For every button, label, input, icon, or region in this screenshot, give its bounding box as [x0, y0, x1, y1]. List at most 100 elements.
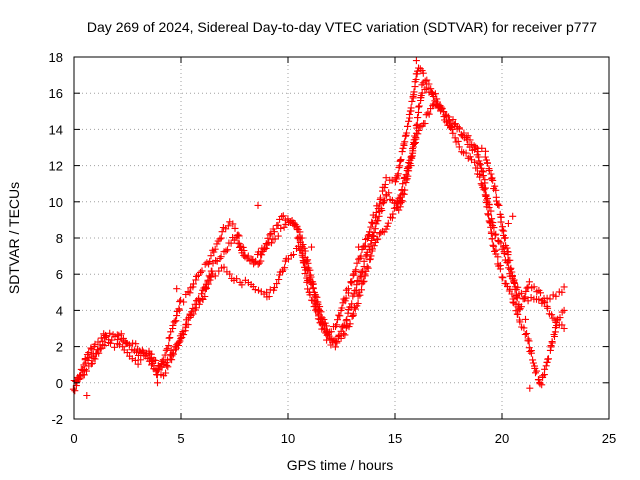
data-point-track-c [494, 200, 502, 208]
data-point-track-b [480, 186, 488, 194]
data-point-track-a [211, 245, 219, 253]
data-point-track-c [80, 371, 88, 379]
data-point-track-a [492, 230, 500, 238]
data-point-track-c [257, 257, 265, 265]
data-point-track-b [521, 331, 529, 338]
data-point-track-b [489, 241, 497, 249]
data-point-track-b [514, 311, 522, 318]
data-point-track-c [415, 102, 423, 110]
data-point-track-c [227, 239, 235, 247]
data-point-track-a [190, 280, 197, 288]
data-point-isolated [154, 379, 161, 387]
data-point-track-a [423, 76, 431, 84]
data-point-track-c [525, 278, 533, 286]
data-point-track-b [384, 219, 392, 227]
data-point-track-b [502, 280, 510, 288]
data-point-track-b [377, 229, 385, 237]
data-point-track-a [224, 222, 232, 230]
data-point-track-c [399, 197, 406, 205]
data-point-track-a [165, 342, 173, 350]
data-point-track-b [484, 210, 492, 218]
data-point-track-a [381, 184, 389, 192]
data-point-track-b [508, 290, 516, 298]
data-point-track-c [97, 344, 105, 352]
data-point-isolated [504, 220, 512, 227]
data-point-track-c [488, 175, 495, 183]
data-point-track-c [548, 311, 556, 319]
x-tick-label: 20 [495, 431, 509, 446]
data-point-track-b [271, 284, 278, 292]
data-point-track-c [320, 324, 328, 332]
data-point-track-a [335, 311, 343, 319]
data-point-track-c [241, 253, 249, 261]
data-point-track-a [87, 344, 95, 352]
data-point-track-c [289, 220, 297, 228]
data-point-track-c [88, 359, 96, 367]
data-point-track-c [163, 361, 171, 369]
data-point-track-c [212, 257, 220, 265]
data-point-track-b [359, 278, 367, 286]
data-point-track-b [490, 242, 498, 250]
data-point-track-a [189, 283, 197, 291]
data-point-track-a [332, 323, 339, 330]
data-point-track-c [362, 252, 370, 260]
x-tick-label: 10 [281, 431, 295, 446]
data-point-track-a [344, 285, 352, 293]
data-point-track-a [218, 228, 226, 236]
data-point-track-c [491, 182, 499, 190]
data-point-track-a [207, 252, 215, 260]
data-point-track-c [96, 345, 104, 353]
data-point-track-a [213, 240, 221, 248]
data-point-track-c [439, 108, 447, 116]
data-point-track-b [485, 211, 492, 219]
data-point-track-c [312, 306, 319, 314]
data-point-track-a [165, 334, 173, 342]
data-point-track-b [523, 330, 531, 337]
data-point-track-b [520, 324, 528, 332]
y-axis-label: SDTVAR / TECUs [6, 182, 22, 294]
data-point-track-c [76, 375, 84, 383]
data-point-track-c [142, 350, 150, 358]
data-point-track-c [343, 316, 351, 323]
data-point-track-b [226, 270, 234, 278]
x-tick-label: 5 [177, 431, 184, 446]
data-point-track-c [396, 203, 404, 211]
data-point-track-b [496, 265, 504, 273]
data-point-track-c [274, 221, 282, 229]
data-point-track-a [475, 159, 483, 167]
data-point-track-b [134, 360, 142, 368]
data-point-track-b [346, 320, 354, 328]
y-tick-label: 12 [49, 159, 63, 174]
data-marks [69, 57, 568, 399]
data-point-track-a [398, 148, 406, 156]
data-point-track-c [436, 102, 444, 110]
data-point-track-c [132, 340, 140, 348]
data-point-track-a [172, 317, 180, 325]
data-point-track-b [536, 380, 544, 388]
data-point-track-b [487, 223, 495, 231]
data-point-track-c [169, 350, 177, 358]
data-point-track-c [359, 267, 366, 275]
data-point-track-b [351, 305, 359, 313]
data-point-track-b [421, 120, 429, 127]
data-point-track-c [95, 349, 103, 357]
data-point-track-b [532, 369, 539, 377]
data-point-track-b [477, 180, 485, 188]
data-point-track-c [493, 197, 500, 205]
data-point-track-b [525, 337, 533, 345]
data-point-track-b [454, 137, 462, 145]
data-point-track-a [170, 318, 178, 326]
data-point-track-c [372, 220, 380, 228]
data-point-track-a [401, 132, 409, 140]
data-point-track-c [429, 93, 437, 100]
data-point-track-b [107, 339, 114, 347]
x-tick-label: 15 [388, 431, 402, 446]
data-point-track-b [481, 191, 489, 199]
data-point-track-c [374, 217, 382, 225]
x-axis-label: GPS time / hours [287, 457, 394, 473]
data-point-track-a [186, 289, 194, 297]
data-point-track-a [192, 276, 200, 284]
data-point-track-a [177, 296, 184, 304]
data-point-track-a [408, 97, 416, 105]
data-point-track-c [404, 172, 412, 180]
